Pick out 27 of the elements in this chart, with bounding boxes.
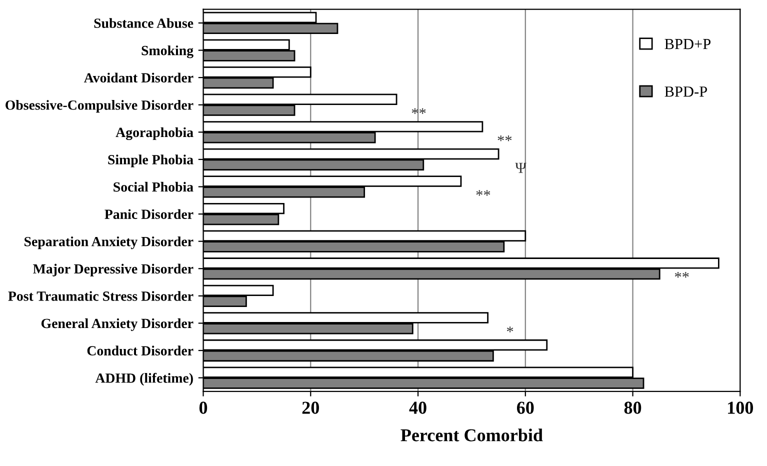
annotation: * (506, 326, 514, 332)
y-tick-label: Agoraphobia (116, 127, 194, 140)
x-axis-title: Percent Comorbid (400, 428, 543, 442)
annotation: ** (476, 190, 490, 196)
y-tick-label: Smoking (142, 45, 194, 58)
y-tick-label: Avoidant Disorder (84, 72, 194, 83)
y-tick-label: Social Phobia (114, 182, 194, 192)
y-tick-label: General Anxiety Disorder (41, 318, 194, 332)
legend-label: BPD+P (664, 39, 711, 50)
y-tick-label: Post Traumatic Stress Disorder (8, 291, 194, 301)
annotation: ** (674, 272, 689, 278)
annotation: ** (498, 136, 512, 142)
x-tick-label: 20 (302, 402, 319, 414)
x-tick-label: 60 (516, 402, 534, 414)
y-tick-label: Major Depressive Disorder (33, 264, 194, 276)
x-tick-label: 40 (409, 402, 426, 414)
x-tick-label: 80 (624, 402, 642, 414)
y-tick-label: Obsessive-Compulsive Disorder (6, 100, 194, 113)
y-tick-label: Panic Disorder (104, 209, 194, 219)
x-tick-label: 100 (728, 402, 754, 414)
y-tick-label: Conduct Disorder (87, 346, 194, 356)
legend-label: BPD-P (664, 86, 707, 97)
y-tick-label: ADHD (lifetime) (95, 372, 193, 386)
x-tick-label: 0 (199, 402, 208, 414)
y-tick-label: Separation Anxiety Disorder (24, 236, 194, 250)
y-tick-label: Substance Abuse (94, 18, 194, 28)
y-tick-label: Simple Phobia (108, 154, 194, 168)
